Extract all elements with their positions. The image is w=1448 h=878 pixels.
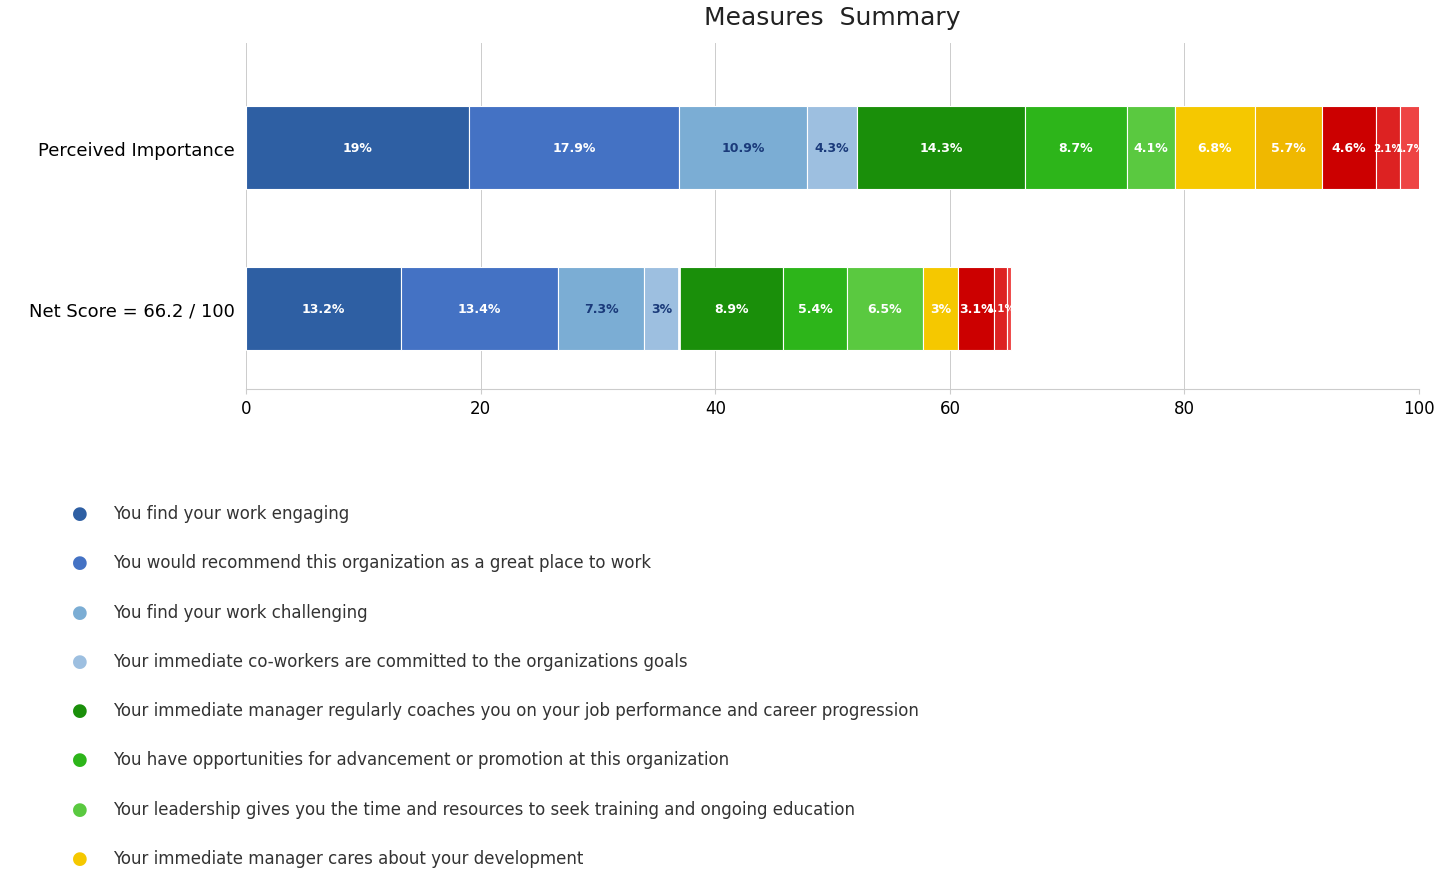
- Bar: [995, 267, 1008, 351]
- Text: 8.9%: 8.9%: [714, 303, 749, 315]
- Bar: [807, 106, 857, 191]
- Text: Your immediate manager regularly coaches you on your job performance and career : Your immediate manager regularly coaches…: [113, 702, 919, 719]
- Text: 3%: 3%: [650, 303, 672, 315]
- Text: Your immediate co-workers are committed to the organizations goals: Your immediate co-workers are committed …: [113, 652, 688, 670]
- Text: 13.2%: 13.2%: [301, 303, 345, 315]
- Text: 7.3%: 7.3%: [584, 303, 618, 315]
- Text: ●: ●: [72, 751, 88, 768]
- Text: ●: ●: [72, 849, 88, 867]
- Text: 6.5%: 6.5%: [867, 303, 902, 315]
- Text: You find your work challenging: You find your work challenging: [113, 603, 368, 621]
- Bar: [1255, 106, 1322, 191]
- Text: 1.1%: 1.1%: [986, 304, 1015, 314]
- Bar: [246, 106, 469, 191]
- Text: 4.6%: 4.6%: [1331, 142, 1365, 155]
- Bar: [1127, 106, 1176, 191]
- Bar: [959, 267, 995, 351]
- Title: Measures  Summary: Measures Summary: [704, 5, 961, 30]
- Bar: [679, 106, 807, 191]
- Text: ●: ●: [72, 652, 88, 670]
- Text: 8.7%: 8.7%: [1058, 142, 1093, 155]
- Bar: [857, 106, 1025, 191]
- Bar: [679, 267, 783, 351]
- Text: 1.7%: 1.7%: [1396, 143, 1425, 154]
- Bar: [557, 267, 644, 351]
- Text: 14.3%: 14.3%: [919, 142, 963, 155]
- Text: ●: ●: [72, 505, 88, 522]
- Bar: [1376, 106, 1400, 191]
- Text: 13.4%: 13.4%: [458, 303, 501, 315]
- Text: 4.1%: 4.1%: [1134, 142, 1169, 155]
- Text: 3.1%: 3.1%: [959, 303, 993, 315]
- Text: 17.9%: 17.9%: [552, 142, 595, 155]
- Bar: [644, 267, 679, 351]
- Bar: [922, 267, 959, 351]
- Text: 6.8%: 6.8%: [1197, 142, 1232, 155]
- Text: 4.3%: 4.3%: [815, 142, 850, 155]
- Text: Your immediate manager cares about your development: Your immediate manager cares about your …: [113, 849, 584, 867]
- Bar: [1008, 267, 1011, 351]
- Bar: [246, 267, 401, 351]
- Text: 19%: 19%: [343, 142, 372, 155]
- Text: 10.9%: 10.9%: [721, 142, 765, 155]
- Text: You have opportunities for advancement or promotion at this organization: You have opportunities for advancement o…: [113, 751, 730, 768]
- Text: ●: ●: [72, 800, 88, 817]
- Text: ●: ●: [72, 702, 88, 719]
- Text: Your leadership gives you the time and resources to seek training and ongoing ed: Your leadership gives you the time and r…: [113, 800, 854, 817]
- Bar: [1025, 106, 1127, 191]
- Bar: [469, 106, 679, 191]
- Bar: [401, 267, 557, 351]
- Bar: [1322, 106, 1376, 191]
- Text: ●: ●: [72, 603, 88, 621]
- Text: You find your work engaging: You find your work engaging: [113, 505, 349, 522]
- Text: 2.1%: 2.1%: [1374, 143, 1403, 154]
- Text: You would recommend this organization as a great place to work: You would recommend this organization as…: [113, 554, 652, 572]
- Bar: [847, 267, 922, 351]
- Text: 5.4%: 5.4%: [798, 303, 833, 315]
- Bar: [1176, 106, 1255, 191]
- Text: 3%: 3%: [930, 303, 951, 315]
- Text: 5.7%: 5.7%: [1271, 142, 1306, 155]
- Bar: [783, 267, 847, 351]
- Text: ●: ●: [72, 554, 88, 572]
- Bar: [1400, 106, 1420, 191]
